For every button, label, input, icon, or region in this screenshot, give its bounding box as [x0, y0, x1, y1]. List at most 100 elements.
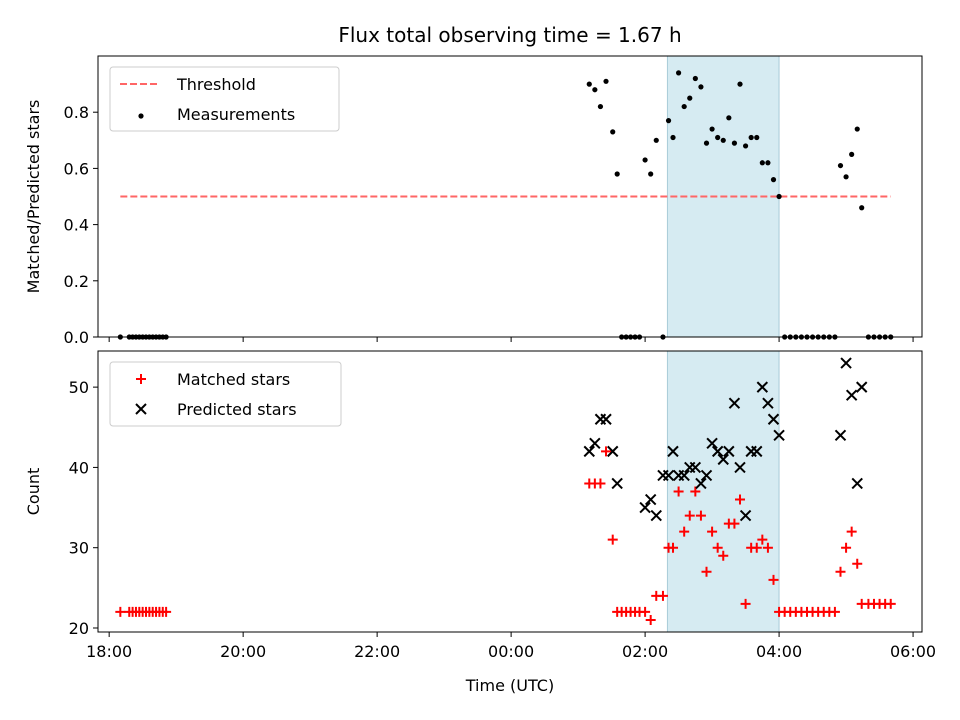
predicted-star-point — [717, 453, 729, 466]
legend-box — [109, 66, 340, 132]
legend-matched-swatch — [136, 374, 146, 384]
measurement-point — [770, 177, 777, 183]
x-axis-label: Time (UTC) — [465, 676, 554, 695]
matched-star-point — [690, 486, 701, 497]
predicted-star-point — [695, 477, 707, 490]
matched-star-point — [852, 558, 863, 569]
measurement-point — [843, 174, 849, 180]
top-panel: 0.0 0.2 0.4 0.6 0.8 Flux total observing tim… — [24, 23, 923, 347]
measurement-point — [759, 160, 765, 166]
y-tick-label: 0.4 — [64, 216, 89, 235]
predicted-star-point — [728, 397, 741, 409]
measurement-point — [698, 84, 704, 90]
measurement-point — [726, 115, 732, 121]
predicted-star-point — [711, 445, 724, 458]
y-tick-label: 0.0 — [64, 328, 89, 347]
y-tick-label: 0.8 — [64, 103, 89, 122]
matched-star-point — [885, 598, 896, 609]
bottom-y-axis-label: Count — [24, 468, 43, 516]
predicted-star-point — [834, 429, 847, 442]
top-axes-frame — [97, 55, 923, 338]
predicted-star-point — [589, 437, 601, 450]
measurement-point — [692, 75, 698, 82]
matched-star-point — [829, 606, 840, 617]
predicted-star-point — [734, 461, 746, 474]
legend-box — [109, 361, 342, 427]
matched-star-point — [718, 550, 729, 561]
chart-title: Flux total observing time = 1.67 h — [338, 23, 681, 47]
measurement-point — [586, 81, 592, 87]
x-tick-label: 06:00 — [890, 642, 936, 661]
legend-label: Predicted stars — [177, 400, 297, 419]
measurement-point — [765, 160, 771, 166]
matched-star-point — [601, 446, 612, 457]
matched-star-point — [740, 598, 751, 609]
predicted-star-point — [639, 501, 651, 514]
matched-star-point — [640, 606, 651, 617]
measurement-point — [614, 171, 620, 177]
predicted-star-point — [845, 389, 858, 401]
measurement-point — [642, 157, 648, 163]
x-tick-label: 04:00 — [756, 642, 802, 661]
measurement-point — [597, 103, 604, 110]
y-tick-label: 0.6 — [64, 159, 89, 178]
measurement-point — [665, 118, 672, 124]
predicted-star-point — [607, 445, 619, 458]
bottom-panel: 20 30 40 50 18:00 20:00 22:00 00:00 02:00 04:00 0… — [24, 350, 936, 695]
matched-star-point — [701, 566, 712, 577]
measurement-point — [859, 205, 865, 211]
matched-star-point — [684, 510, 695, 521]
top-x-ticks — [108, 337, 914, 342]
predicted-star-point — [756, 381, 769, 393]
measurement-point — [592, 87, 598, 93]
measurement-point — [675, 70, 682, 76]
measurement-point — [720, 137, 726, 143]
y-tick-label: 20 — [69, 619, 89, 638]
predicted-star-point — [678, 469, 690, 482]
predicted-star-point — [706, 437, 718, 450]
measurement-point — [653, 137, 659, 143]
matched-star-point — [668, 542, 679, 553]
predicted-star-point — [662, 469, 675, 482]
matched-star-point — [768, 574, 779, 585]
predicted-star-point — [600, 413, 612, 425]
measurement-point — [849, 151, 855, 157]
matched-star-point — [751, 542, 762, 553]
predicted-star-point — [644, 493, 657, 506]
measurement-point — [670, 134, 676, 141]
top-legend: Threshold Measurements — [109, 66, 340, 132]
predicted-star-point — [650, 509, 662, 522]
matched-star-point — [607, 534, 618, 545]
predicted-star-point — [751, 445, 763, 458]
matched-star-point — [835, 566, 846, 577]
measurement-point — [754, 134, 760, 141]
measurement-point — [681, 103, 687, 110]
measurement-point — [748, 134, 754, 141]
measurement-point — [687, 95, 693, 101]
x-tick-label: 02:00 — [622, 642, 668, 661]
predicted-star-point — [583, 445, 595, 458]
top-y-axis: 0.0 0.2 0.4 0.6 0.8 — [64, 103, 98, 347]
observing-span-bottom — [666, 350, 780, 633]
legend-label: Threshold — [176, 75, 256, 94]
bottom-y-axis: 20 30 40 50 — [69, 378, 98, 638]
measurement-point — [610, 129, 616, 135]
y-tick-label: 40 — [69, 458, 89, 477]
y-tick-label: 0.2 — [64, 272, 89, 291]
measurement-point — [731, 140, 738, 146]
measurement-points — [117, 70, 894, 340]
predicted-star-point — [594, 413, 607, 425]
measurement-point — [715, 134, 721, 141]
measurement-point — [703, 140, 710, 146]
predicted-star-point — [767, 413, 780, 425]
measurement-point — [603, 78, 609, 84]
predicted-star-point — [840, 357, 852, 369]
x-tick-label: 20:00 — [220, 642, 266, 661]
bottom-axes-frame — [97, 350, 923, 633]
predicted-star-point — [773, 429, 785, 442]
matched-star-point — [707, 526, 718, 537]
measurement-point — [737, 81, 743, 87]
predicted-star-point — [657, 469, 669, 482]
matched-star-point — [735, 494, 746, 505]
